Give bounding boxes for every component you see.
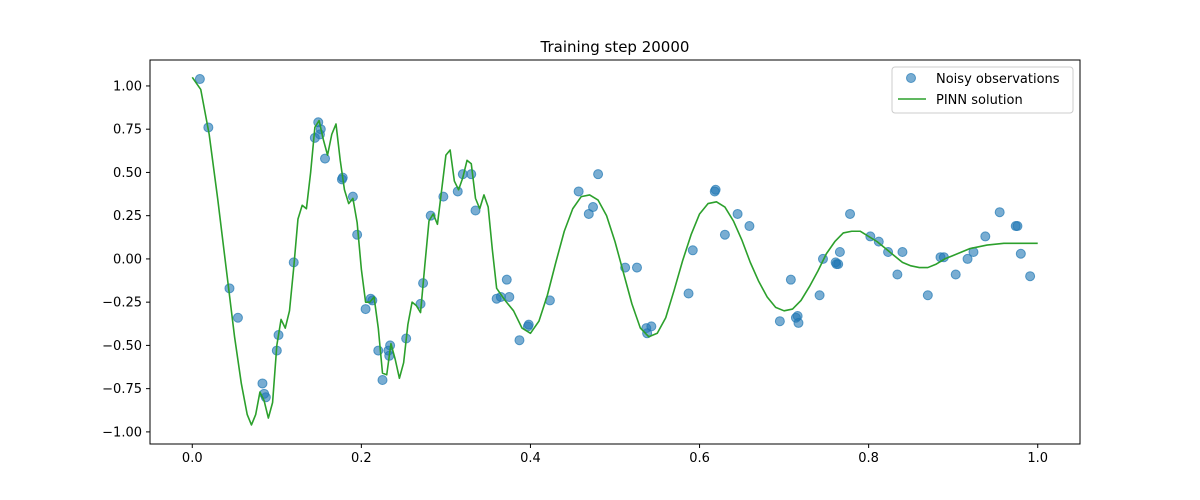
y-tick-label: −0.75 — [102, 382, 142, 397]
observation-point — [360, 304, 371, 315]
observation-point — [892, 269, 903, 280]
y-tick-label: 0.50 — [113, 166, 142, 181]
observation-point — [257, 378, 268, 389]
y-tick-label: −1.00 — [102, 425, 142, 440]
observation-point — [377, 375, 388, 385]
observation-point — [994, 207, 1005, 218]
y-tick-label: 0.00 — [113, 252, 142, 267]
observation-point — [922, 290, 933, 301]
observation-point — [504, 291, 515, 302]
observation-point — [194, 74, 205, 85]
observation-point — [732, 208, 743, 219]
observation-point — [588, 202, 599, 213]
observation-point — [523, 319, 534, 330]
axes-frame — [149, 59, 1081, 445]
y-tick-label: 1.00 — [113, 79, 142, 94]
x-tick-label: 0.0 — [182, 451, 203, 466]
observation-point — [1015, 248, 1026, 259]
observation-point — [501, 274, 512, 285]
x-tick-label: 0.6 — [689, 451, 710, 466]
observation-point — [833, 259, 844, 270]
observation-point — [320, 153, 331, 164]
observation-point — [1012, 221, 1023, 232]
observation-point — [845, 208, 856, 219]
observation-point — [774, 316, 785, 327]
observation-point — [466, 169, 477, 180]
legend: Noisy observations PINN solution — [891, 66, 1074, 114]
observation-point — [950, 269, 961, 280]
x-tick-label: 0.2 — [351, 451, 372, 466]
observation-point — [785, 274, 796, 285]
observation-point — [683, 288, 694, 299]
observation-point — [631, 262, 642, 273]
observation-point — [646, 321, 657, 332]
legend-label-observations: Noisy observations — [936, 72, 1060, 87]
legend-marker-observations — [906, 73, 916, 83]
observation-point — [232, 312, 243, 323]
y-tick-label: −0.25 — [102, 296, 142, 311]
chart-title: Training step 20000 — [540, 38, 690, 56]
observation-point — [573, 186, 584, 197]
x-tick-label: 0.8 — [858, 451, 879, 466]
x-tick-label: 1.0 — [1027, 451, 1048, 466]
observation-point — [719, 229, 730, 240]
observation-point — [793, 317, 804, 328]
observation-point — [687, 245, 698, 256]
observation-point — [897, 247, 908, 257]
observation-point — [710, 184, 721, 195]
observation-point — [744, 221, 755, 232]
plot-area — [191, 74, 1038, 426]
observation-point — [352, 229, 363, 240]
observation-point — [1025, 271, 1036, 282]
observation-point — [980, 231, 991, 242]
observation-point — [514, 335, 525, 346]
pinn-solution-line — [191, 76, 1038, 426]
observation-point — [814, 290, 825, 301]
y-tick-label: −0.50 — [102, 339, 142, 354]
y-tick-label: 0.75 — [113, 123, 142, 138]
legend-box — [891, 66, 1074, 114]
x-tick-label: 0.4 — [520, 451, 541, 466]
y-tick-label: 0.25 — [113, 209, 142, 224]
observation-point — [834, 247, 845, 257]
axes: 0.0 0.2 0.4 0.6 0.8 1.0 −1.00 −0.75 −0.50 −0.25 0.… — [102, 59, 1081, 466]
observation-point — [593, 169, 604, 180]
observation-point — [962, 253, 973, 264]
observation-point — [470, 205, 481, 216]
legend-label-solution: PINN solution — [936, 93, 1023, 108]
